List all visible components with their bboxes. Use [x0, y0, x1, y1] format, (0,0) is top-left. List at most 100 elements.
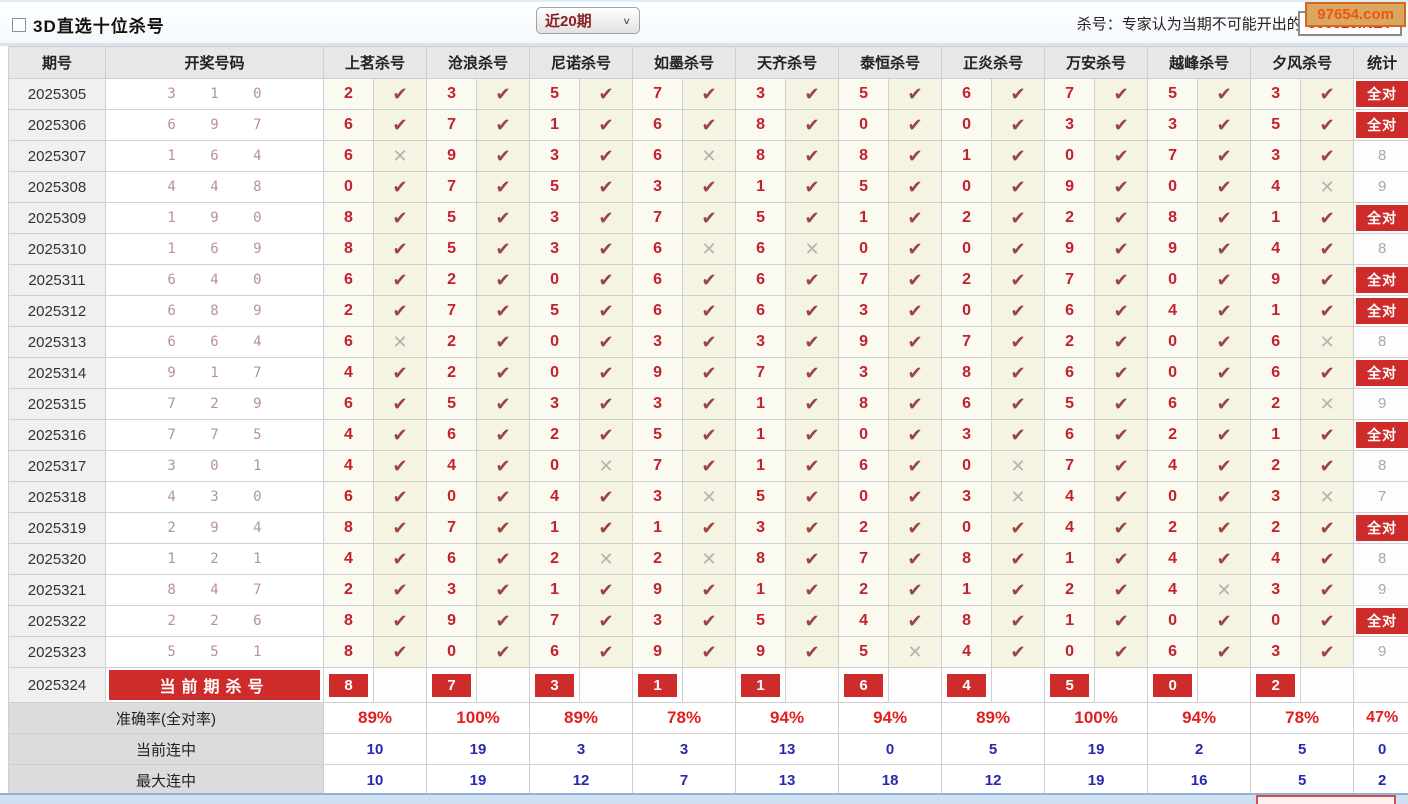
kill-number: 0	[941, 233, 993, 265]
draw-numbers: 4 3 0	[105, 481, 324, 513]
title-checkbox[interactable]	[12, 17, 26, 32]
cross-icon: ✕	[1300, 326, 1355, 358]
check-icon: ✔	[888, 140, 943, 172]
period-cell: 2025316	[8, 419, 106, 451]
kill-number: 0	[529, 264, 581, 296]
column-header-draw: 开奖号码	[105, 46, 324, 79]
stat-value: 9	[1377, 178, 1387, 195]
period-cell: 2025320	[8, 543, 106, 575]
check-icon: ✔	[785, 388, 840, 420]
period-cell: 2025323	[8, 636, 106, 668]
kill-number: 6	[323, 109, 374, 141]
kill-number: 3	[632, 481, 684, 513]
kill-number: 3	[941, 419, 993, 451]
summary-row: 最大连中 10 19 12 7 13 18 12 19 16 5 2	[8, 764, 1408, 796]
stat-value: 8	[1377, 147, 1387, 164]
summary-value: 94%	[838, 702, 943, 734]
kill-number: 7	[735, 357, 787, 389]
kill-number: 5	[735, 605, 787, 637]
table-row: 2025311 6 4 0 6 ✔ 2 ✔ 0 ✔ 6 ✔ 6 ✔ 7 ✔ 2 ✔ 7 ✔ 0 ✔ 9 ✔ 全对	[8, 264, 1408, 296]
cross-icon: ✕	[682, 481, 737, 513]
kill-number: 1	[735, 574, 787, 606]
all-correct-badge: 全对	[1356, 422, 1408, 448]
check-icon: ✔	[1197, 357, 1252, 389]
summary-label: 最大连中	[8, 764, 324, 796]
check-icon: ✔	[682, 419, 737, 451]
check-icon: ✔	[476, 450, 531, 482]
kill-number: 2	[838, 512, 890, 544]
kill-number: 7	[1147, 140, 1199, 172]
table-row: 2025310 1 6 9 8 ✔ 5 ✔ 3 ✔ 6 ✕ 6 ✕ 0 ✔ 0 ✔ 9 ✔ 9 ✔ 4 ✔ 8	[8, 233, 1408, 265]
table-row: 2025315 7 2 9 6 ✔ 5 ✔ 3 ✔ 3 ✔ 1 ✔ 8 ✔ 6 ✔ 5 ✔ 6 ✔ 2 ✕ 9	[8, 388, 1408, 420]
kill-number: 3	[632, 326, 684, 358]
check-icon: ✔	[991, 388, 1046, 420]
check-icon: ✔	[579, 419, 634, 451]
kill-number: 0	[1147, 605, 1199, 637]
kill-number: 8	[838, 388, 890, 420]
check-icon: ✔	[476, 202, 531, 234]
kill-number: 0	[529, 326, 581, 358]
check-icon: ✔	[682, 388, 737, 420]
check-icon: ✔	[1300, 512, 1355, 544]
check-icon: ✔	[991, 419, 1046, 451]
top-bar: 3D直选十位杀号 近20期 ∨ 杀号：专家认为当期不可能开出的 800520.N…	[0, 0, 1408, 46]
check-icon: ✔	[682, 512, 737, 544]
kill-number: 3	[426, 78, 478, 110]
cross-icon: ✕	[785, 233, 840, 265]
kill-number: 0	[1147, 326, 1199, 358]
kill-number: 0	[838, 233, 890, 265]
kill-number: 8	[941, 543, 993, 575]
check-icon: ✔	[372, 171, 428, 203]
kill-number: 4	[1147, 574, 1199, 606]
check-icon: ✔	[1094, 357, 1149, 389]
kill-number: 6	[838, 450, 890, 482]
check-icon: ✔	[682, 78, 737, 110]
kill-number: 6	[323, 481, 374, 513]
kill-number: 7	[632, 202, 684, 234]
check-icon: ✔	[1197, 233, 1252, 265]
kill-number: 9	[632, 636, 684, 668]
kill-number: 9	[632, 574, 684, 606]
cross-icon: ✕	[1300, 481, 1355, 513]
kill-number: 0	[941, 109, 993, 141]
kill-number: 4	[1147, 450, 1199, 482]
draw-numbers: 6 9 7	[105, 109, 324, 141]
cross-icon: ✕	[991, 450, 1046, 482]
check-icon: ✔	[579, 202, 634, 234]
current-kill-cell: 2	[1250, 667, 1302, 703]
check-icon: ✔	[1094, 326, 1149, 358]
kill-number: 6	[426, 543, 478, 575]
check-icon: ✔	[579, 574, 634, 606]
check-icon: ✔	[785, 202, 840, 234]
check-icon: ✔	[1094, 264, 1149, 296]
check-icon: ✔	[579, 481, 634, 513]
check-icon: ✔	[1197, 605, 1252, 637]
summary-value: 78%	[632, 702, 737, 734]
table-row: 2025314 9 1 7 4 ✔ 2 ✔ 0 ✔ 9 ✔ 7 ✔ 3 ✔ 8 ✔ 6 ✔ 0 ✔ 6 ✔ 全对	[8, 357, 1408, 389]
kill-number: 5	[529, 78, 581, 110]
kill-number: 7	[941, 326, 993, 358]
draw-numbers: 7 7 5	[105, 419, 324, 451]
range-select[interactable]: 近20期 ∨	[536, 7, 640, 34]
period-cell: 2025318	[8, 481, 106, 513]
check-icon: ✔	[1197, 388, 1252, 420]
check-icon: ✔	[682, 295, 737, 327]
check-icon: ✔	[682, 171, 737, 203]
kill-number: 8	[323, 636, 374, 668]
check-icon: ✔	[1094, 450, 1149, 482]
kill-number: 8	[735, 140, 787, 172]
stat-cell: 全对	[1353, 357, 1408, 389]
kill-number: 4	[838, 605, 890, 637]
kill-number: 1	[735, 171, 787, 203]
kill-number: 5	[838, 171, 890, 203]
check-icon: ✔	[888, 109, 943, 141]
check-icon: ✔	[991, 264, 1046, 296]
kill-number: 8	[735, 543, 787, 575]
check-icon: ✔	[372, 109, 428, 141]
column-header-expert-9: 夕风杀号	[1250, 46, 1355, 79]
table-row: 2025308 4 4 8 0 ✔ 7 ✔ 5 ✔ 3 ✔ 1 ✔ 5 ✔ 0 ✔ 9 ✔ 0 ✔ 4 ✕ 9	[8, 171, 1408, 203]
check-icon: ✔	[991, 326, 1046, 358]
kill-number: 3	[838, 295, 890, 327]
check-icon: ✔	[888, 78, 943, 110]
draw-numbers: 1 6 4	[105, 140, 324, 172]
